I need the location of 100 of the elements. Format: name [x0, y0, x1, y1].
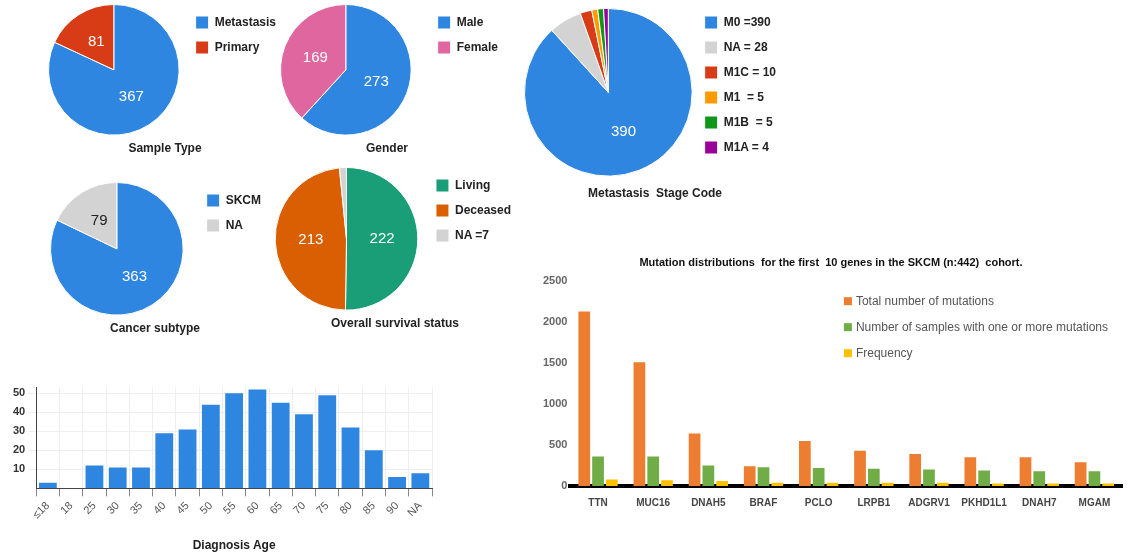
- bar: [757, 467, 770, 486]
- data-label: 222: [369, 229, 395, 247]
- text: Cancer subtype: [109, 321, 201, 336]
- data-label: 213: [298, 230, 324, 248]
- bar: [799, 440, 811, 486]
- x-tick-label: DNAH5: [691, 496, 727, 508]
- legend-label: NA: [225, 217, 244, 232]
- x-tick-label: NA: [404, 498, 425, 519]
- bar: [248, 389, 267, 489]
- x-tick-label: 30: [104, 499, 122, 517]
- text: Overall survival status: [330, 316, 460, 331]
- y-tick-label: 1000: [542, 397, 568, 410]
- x-tick-label: DNAH7: [1022, 496, 1057, 508]
- y-tick-label: 50: [12, 386, 26, 399]
- bar: [178, 429, 197, 489]
- bar: [108, 467, 127, 489]
- data-label: 169: [302, 48, 328, 66]
- x-tick-label: 45: [173, 499, 192, 517]
- bar: [854, 450, 866, 486]
- x-tick-label: 80: [336, 499, 355, 517]
- data-label: 81: [87, 32, 105, 50]
- y-tick-label: 20: [12, 443, 26, 456]
- bar: [1074, 462, 1087, 486]
- bar: [936, 482, 949, 486]
- legend-label: NA = 28: [723, 39, 768, 54]
- bar: [388, 476, 406, 489]
- bar: [155, 433, 174, 489]
- bar: [647, 456, 660, 486]
- x-tick-label: 75: [313, 499, 331, 517]
- x-tick-label: 90: [383, 499, 401, 517]
- bar: [688, 433, 701, 486]
- bar: [132, 467, 150, 489]
- legend-label: SKCM: [225, 192, 262, 207]
- data-label: 363: [121, 267, 147, 284]
- x-tick-label: TTN: [588, 496, 608, 508]
- bar: [295, 414, 313, 489]
- x-tick-label: 40: [150, 499, 168, 517]
- bar: [1088, 471, 1101, 486]
- legend-label: M0 =390: [723, 14, 771, 29]
- y-tick-label: 1500: [542, 356, 568, 369]
- bar: [578, 311, 591, 486]
- bar: [923, 469, 935, 486]
- x-tick-label: MUC16: [636, 496, 671, 508]
- bar: [661, 480, 673, 486]
- data-label: 273: [363, 71, 389, 89]
- legend-label: Frequency: [855, 345, 913, 360]
- legend-label: M1 = 5: [723, 89, 765, 104]
- x-tick-label: MGAM: [1078, 496, 1111, 508]
- data-label: 390: [610, 121, 636, 139]
- bar: [867, 468, 880, 486]
- bar: [364, 450, 383, 489]
- x-tick-label: PKHD1L1: [961, 496, 1008, 508]
- legend-label: Number of samples with one or more mutations: [855, 319, 1108, 334]
- bar: [812, 467, 825, 486]
- x-axis-title: Diagnosis Age: [192, 538, 276, 553]
- text: Metastasis Stage Code: [587, 186, 723, 201]
- legend-label: Primary: [214, 39, 260, 54]
- x-tick-label: ADGRV1: [908, 496, 951, 508]
- bar: [964, 457, 977, 486]
- bar: [318, 395, 337, 489]
- y-tick-label: 2500: [542, 274, 568, 287]
- x-tick-label: 25: [80, 499, 98, 517]
- data-label: 79: [90, 210, 108, 228]
- bar: [633, 362, 646, 486]
- x-tick-label: 85: [360, 499, 378, 517]
- bar: [341, 427, 360, 489]
- legend-label: M1B = 5: [723, 114, 773, 129]
- bar: [271, 402, 290, 489]
- data-label: 367: [118, 87, 144, 105]
- legend-label: Living: [454, 177, 491, 192]
- y-tick-label: 2000: [542, 315, 568, 328]
- legend-label: NA =7: [454, 227, 490, 242]
- legend-label: Female: [456, 39, 499, 54]
- bar: [702, 465, 715, 486]
- chart-title: Mutation distributions for the first 10 genes in the SKCM (n:442) cohort.: [639, 255, 1023, 268]
- bar: [1019, 457, 1032, 486]
- bar: [743, 466, 756, 486]
- y-tick-label: 500: [549, 438, 568, 451]
- bar: [605, 479, 618, 486]
- x-tick-label: 55: [220, 499, 238, 517]
- y-tick-label: 40: [12, 405, 26, 418]
- legend-label: Total number of mutations: [855, 293, 994, 308]
- legend-label: Male: [456, 14, 484, 29]
- bar: [225, 393, 244, 489]
- legend-label: M1A = 4: [723, 139, 770, 154]
- x-tick-label: 60: [243, 499, 261, 517]
- y-tick-label: 0: [561, 479, 568, 492]
- legend-label: Deceased: [454, 202, 512, 217]
- bar: [909, 454, 922, 486]
- y-tick-label: 10: [12, 462, 26, 475]
- x-tick-label: ≤18: [30, 499, 52, 521]
- x-tick-label: 50: [197, 499, 215, 517]
- x-tick-label: 65: [267, 499, 285, 517]
- x-tick-label: 35: [127, 499, 145, 517]
- bar: [716, 481, 728, 486]
- bar: [978, 470, 990, 486]
- bar: [201, 404, 220, 489]
- bar: [85, 465, 104, 489]
- bar: [411, 473, 430, 489]
- bar: [771, 482, 784, 486]
